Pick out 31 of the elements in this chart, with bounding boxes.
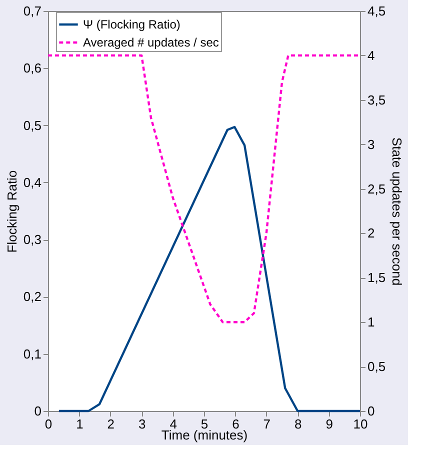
y-tick-label: 0,2 [23, 289, 42, 304]
y-tick-label: 0,4 [23, 174, 42, 190]
x-tick-label: 0 [44, 416, 52, 432]
y2-tick-label: 3,5 [368, 92, 386, 108]
x-tick-label: 7 [263, 416, 271, 432]
x-tick-label: 1 [76, 416, 84, 432]
x-tick-label: 9 [326, 416, 333, 432]
y2-tick-label: 1 [368, 314, 375, 330]
x-tick-label: 10 [353, 416, 368, 432]
y-tick-label: 0,7 [23, 4, 42, 18]
y2-tick-label: 2,5 [368, 181, 386, 196]
y2-tick-label: 2 [368, 226, 375, 241]
y-tick-label: 0,3 [23, 232, 42, 248]
y2-tick-label: 1,5 [368, 270, 386, 286]
y2-axis-title: State updates per second [390, 137, 405, 286]
x-tick-label: 3 [138, 416, 146, 432]
x-tick-label: 8 [294, 416, 302, 432]
legend-label: Averaged # updates / sec [83, 36, 219, 50]
y2-tick-label: 3 [368, 136, 375, 152]
x-tick-label: 2 [107, 416, 115, 432]
line-series [58, 126, 362, 412]
y-axis-title: Flocking Ratio [4, 170, 20, 253]
y2-tick-label: 0 [368, 404, 375, 418]
y-tick-label: 0 [34, 404, 42, 418]
y2-tick-label: 4 [368, 48, 375, 63]
y2-tick-label: 0,5 [368, 359, 386, 374]
y2-tick-label: 4,5 [368, 4, 386, 18]
legend-label: Ψ (Flocking Ratio) [83, 18, 180, 32]
y-tick-label: 0,5 [23, 118, 42, 133]
y-tick-label: 0,6 [23, 60, 42, 76]
y-tick-label: 0,1 [23, 346, 42, 362]
